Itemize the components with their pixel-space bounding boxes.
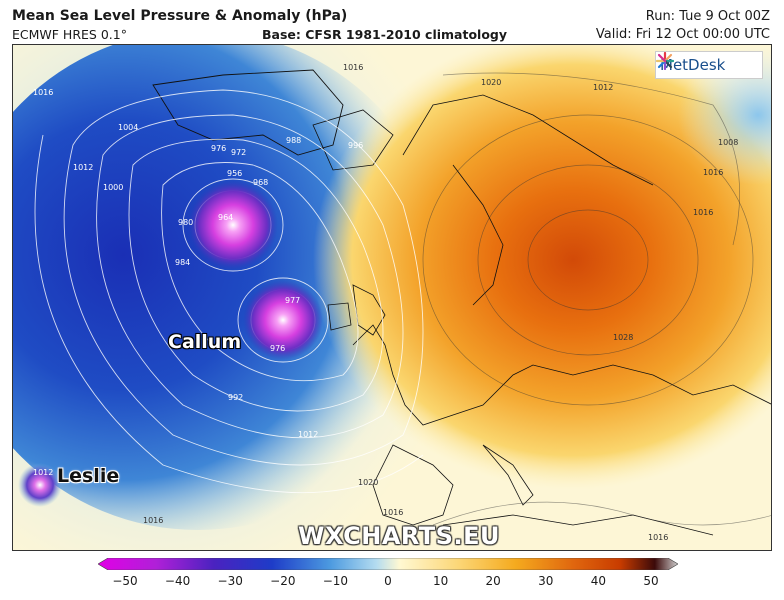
- leslie-low-center: [18, 463, 62, 507]
- isobar-label: 976: [211, 144, 226, 153]
- colorbar-tick-label: 10: [432, 574, 449, 588]
- metdesk-logo-icon: [656, 52, 674, 70]
- isobar-label: 1016: [343, 63, 363, 72]
- colorbar-ticks: −50 −40 −30 −20 −10 0 10 20 30 40 50: [98, 574, 678, 588]
- callum-south-low-center: [243, 280, 323, 360]
- colorbar-tick-label: 20: [485, 574, 501, 588]
- map-canvas: 1016 1016 1012 1004 1000 1012 988 996 97…: [13, 45, 771, 550]
- isobar-label: 972: [231, 148, 246, 157]
- colorbar-gradient: [98, 558, 678, 570]
- map-title: Mean Sea Level Pressure & Anomaly (hPa): [12, 8, 348, 24]
- isobar-label: 984: [175, 258, 190, 267]
- italy-coast: [482, 444, 534, 506]
- isobar-label: 1020: [481, 78, 501, 87]
- colorbar-tick-label: 40: [590, 574, 607, 588]
- climatology-base-label: Base: CFSR 1981-2010 climatology: [262, 27, 508, 42]
- colorbar-tick-label: −40: [164, 574, 191, 588]
- isobar-label: 1016: [693, 208, 713, 217]
- isobar-label: 1016: [648, 533, 668, 542]
- scandinavian-high-anomaly: [313, 45, 771, 490]
- anomaly-colorbar: [98, 558, 678, 570]
- pressure-anomaly-map: 1016 1016 1012 1004 1000 1012 988 996 97…: [12, 44, 772, 551]
- northeast-negative-field: [678, 45, 771, 185]
- storm-label-callum: Callum: [168, 331, 242, 353]
- isobar-label: 1012: [298, 430, 318, 439]
- isobar-label: 988: [286, 136, 301, 145]
- callum-north-low-center: [188, 180, 278, 270]
- isobar-label: 1016: [703, 168, 723, 177]
- isobar-lines-east: [422, 72, 771, 526]
- isobar-label: 980: [178, 218, 193, 227]
- isobar-label: 968: [253, 178, 268, 187]
- run-time-label: Run: Tue 9 Oct 00Z: [645, 9, 770, 24]
- isobar-label: 1028: [613, 333, 633, 342]
- isobar-label: 996: [348, 141, 363, 150]
- isobar-label: 1008: [718, 138, 738, 147]
- isobar-label: 1000: [103, 183, 123, 192]
- africa-coast: [442, 514, 714, 536]
- colorbar-tick-label: 0: [384, 574, 392, 588]
- isobar-label: 1016: [33, 88, 53, 97]
- isobar-label: 1016: [383, 508, 403, 517]
- ireland-coast: [327, 302, 352, 331]
- iceland-coast: [312, 109, 394, 171]
- colorbar-tick-label: 50: [643, 574, 659, 588]
- isobar-label: 964: [218, 213, 233, 222]
- colorbar-tick-label: 30: [538, 574, 554, 588]
- metdesk-logo-text: MetDesk: [660, 56, 726, 74]
- colorbar-tick-label: −20: [270, 574, 296, 588]
- isobar-labels: 1016 1016 1012 1004 1000 1012 988 996 97…: [33, 63, 738, 542]
- wxcharts-watermark: WXCHARTS.EU: [298, 522, 500, 550]
- colorbar-tick-label: −10: [322, 574, 349, 588]
- isobar-label: 1012: [33, 468, 53, 477]
- isobar-label: 956: [227, 169, 242, 178]
- iberia-coast: [372, 444, 454, 526]
- colorbar-tick-label: −50: [112, 574, 138, 588]
- isobar-label: 1004: [118, 123, 138, 132]
- isobar-label: 977: [285, 296, 300, 305]
- isobar-label: 992: [228, 393, 243, 402]
- model-label: ECMWF HRES 0.1°: [12, 27, 127, 42]
- isobar-label: 1020: [358, 478, 378, 487]
- europe-coast-north: [352, 324, 771, 426]
- colorbar-tick-label: −30: [217, 574, 243, 588]
- scandinavia-coast: [402, 94, 654, 186]
- metdesk-logo: MetDesk: [655, 51, 763, 79]
- storm-label-leslie: Leslie: [57, 465, 120, 487]
- isobar-label: 1016: [143, 516, 163, 525]
- valid-time-label: Valid: Fri 12 Oct 00:00 UTC: [595, 27, 770, 42]
- isobar-label: 1012: [593, 83, 613, 92]
- isobar-label: 1012: [73, 163, 93, 172]
- isobar-label: 976: [270, 344, 285, 353]
- norway-coast: [452, 164, 504, 306]
- greenland-coast: [152, 69, 344, 156]
